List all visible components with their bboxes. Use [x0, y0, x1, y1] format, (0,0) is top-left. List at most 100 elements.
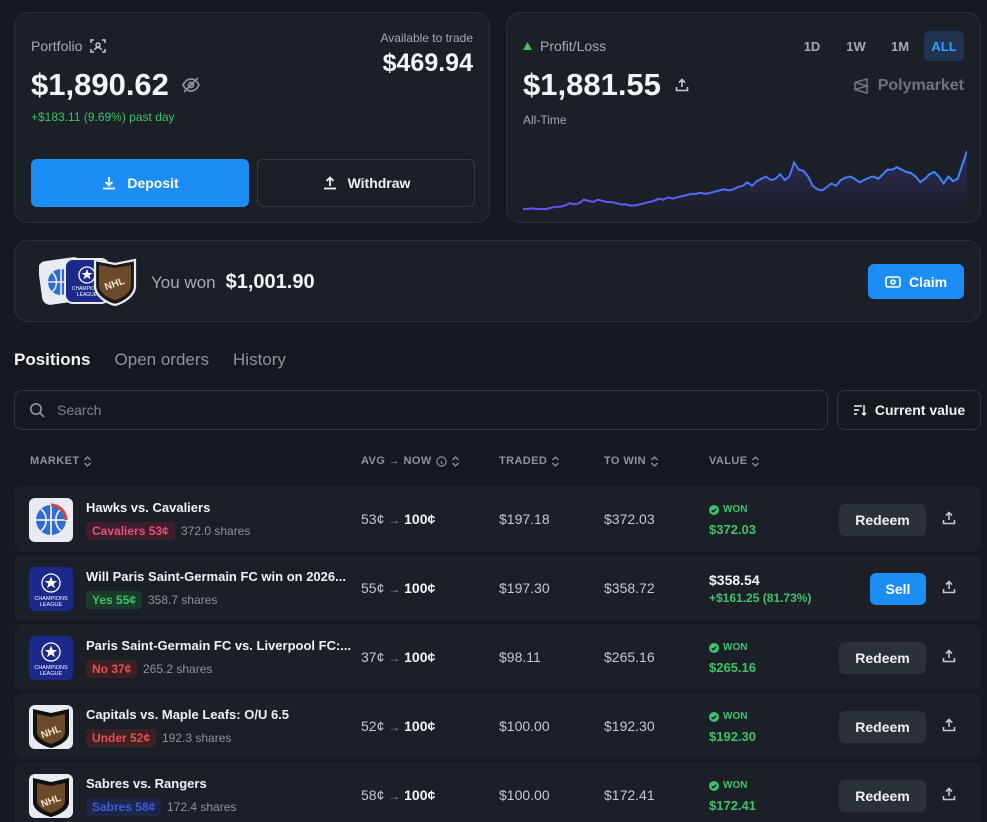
column-traded-label: TRADED [499, 455, 548, 467]
redeem-button[interactable]: Redeem [839, 780, 926, 812]
share-button[interactable] [942, 580, 958, 596]
range-all[interactable]: ALL [924, 31, 964, 61]
check-circle-icon [709, 504, 719, 515]
avg-price: 52¢ [361, 718, 385, 734]
table-row[interactable]: NHL Sabres vs. Rangers Sabres 58¢ 172.4 … [14, 762, 981, 822]
won-badge: WON [709, 780, 747, 791]
won-banner: CHAMPIONS LEAGUE NHL You won $1,001.90 C… [14, 240, 981, 322]
sell-button[interactable]: Sell [870, 573, 926, 605]
market-thumbnail[interactable]: CHAMPIONS LEAGUE [29, 636, 73, 680]
position-value: $372.03 [709, 522, 756, 537]
info-icon [435, 455, 447, 467]
download-icon [103, 177, 116, 190]
outcome-pill: Yes 55¢ [86, 591, 143, 609]
check-circle-icon [709, 780, 719, 791]
claim-button[interactable]: Claim [868, 264, 964, 299]
nhl-icon: NHL [93, 258, 137, 307]
claim-label: Claim [908, 273, 948, 290]
won-status: WON [723, 504, 748, 515]
deposit-button[interactable]: Deposit [31, 159, 249, 207]
market-thumbnail[interactable]: CHAMPIONS LEAGUE [29, 567, 73, 611]
arrow-right-icon: → [388, 513, 401, 527]
share-icon [942, 580, 956, 594]
share-button[interactable] [942, 649, 958, 665]
svg-text:LEAGUE: LEAGUE [40, 602, 63, 608]
avg-now: 52¢ → 100¢ [361, 718, 435, 734]
share-button[interactable] [942, 787, 958, 803]
range-1d[interactable]: 1D [803, 38, 821, 54]
share-icon [942, 718, 956, 732]
position-value: $192.30 [709, 729, 756, 744]
traded-amount: $197.30 [499, 580, 550, 596]
svg-text:LEAGUE: LEAGUE [77, 292, 98, 298]
share-icon[interactable] [675, 78, 689, 92]
time-range-selector: 1D 1W 1M ALL [792, 31, 964, 61]
avg-now: 37¢ → 100¢ [361, 649, 435, 665]
shares-count: 372.0 shares [181, 524, 251, 538]
svg-text:CHAMPIONS: CHAMPIONS [72, 286, 103, 292]
nhl-icon: NHL [29, 774, 73, 818]
position-value: $172.41 [709, 798, 756, 813]
range-1m[interactable]: 1M [890, 38, 910, 54]
shares-count: 192.3 shares [162, 731, 232, 745]
pnl-value: $1,881.55 [523, 67, 661, 102]
market-thumbnail[interactable] [29, 498, 73, 542]
column-avg-now[interactable]: AVG → NOW [361, 455, 460, 467]
arrow-right-icon: → [388, 720, 401, 734]
svg-text:CHAMPIONS: CHAMPIONS [34, 596, 68, 602]
market-thumbnail[interactable]: NHL [29, 705, 73, 749]
column-traded[interactable]: TRADED [499, 455, 560, 467]
shares-count: 172.4 shares [167, 800, 237, 814]
eye-off-icon[interactable] [181, 75, 201, 95]
now-price: 100¢ [404, 649, 436, 665]
redeem-button[interactable]: Redeem [839, 642, 926, 674]
table-row[interactable]: NHL Capitals vs. Maple Leafs: O/U 6.5 Un… [14, 693, 981, 759]
market-title[interactable]: Capitals vs. Maple Leafs: O/U 6.5 [86, 707, 290, 722]
position-value: $265.16 [709, 660, 756, 675]
sort-arrows-icon [650, 455, 658, 467]
share-button[interactable] [942, 511, 958, 527]
sort-arrows-icon [552, 455, 560, 467]
avg-price: 37¢ [361, 649, 385, 665]
market-thumbnail[interactable]: NHL [29, 774, 73, 818]
market-logos-stack: CHAMPIONS LEAGUE NHL [39, 257, 137, 307]
traded-amount: $98.11 [499, 649, 541, 665]
table-row[interactable]: CHAMPIONS LEAGUE Will Paris Saint-Germain… [14, 555, 981, 621]
table-row[interactable]: CHAMPIONS LEAGUE Paris Saint-Germain FC v… [14, 624, 981, 690]
search-input[interactable] [57, 402, 757, 418]
now-price: 100¢ [404, 511, 436, 527]
column-value[interactable]: VALUE [709, 455, 760, 467]
shares-count: 265.2 shares [143, 662, 213, 676]
scan-icon[interactable] [90, 38, 107, 54]
portfolio-value: $1,890.62 [31, 67, 169, 102]
share-button[interactable] [942, 718, 958, 734]
column-to-win[interactable]: TO WIN [604, 455, 659, 467]
redeem-button[interactable]: Redeem [839, 504, 926, 536]
won-badge: WON [709, 642, 747, 653]
column-market[interactable]: MARKET [30, 455, 92, 467]
nhl-icon: NHL [29, 705, 73, 749]
market-title[interactable]: Paris Saint-Germain FC vs. Liverpool FC:… [86, 638, 352, 653]
withdraw-button[interactable]: Withdraw [257, 159, 475, 207]
deposit-label: Deposit [127, 175, 179, 191]
table-row[interactable]: Hawks vs. Cavaliers Cavaliers 53¢ 372.0 … [14, 486, 981, 552]
polymarket-brand: Polymarket [852, 77, 964, 95]
sort-arrows-icon [752, 455, 760, 467]
arrow-right-icon: → [388, 582, 401, 596]
svg-text:CHAMPIONS: CHAMPIONS [34, 665, 68, 671]
portfolio-change: +$183.11 (9.69%) past day [31, 110, 175, 124]
won-badge: WON [709, 504, 747, 515]
market-title[interactable]: Hawks vs. Cavaliers [86, 500, 211, 515]
redeem-button[interactable]: Redeem [839, 711, 926, 743]
tab-history[interactable]: History [233, 350, 286, 369]
market-title[interactable]: Sabres vs. Rangers [86, 776, 207, 791]
position-value: $358.54 [709, 572, 760, 588]
tab-open-orders[interactable]: Open orders [114, 350, 210, 369]
positions-tabs: Positions Open orders History [14, 350, 286, 370]
arrow-right-icon: → [388, 651, 401, 665]
range-1w[interactable]: 1W [846, 38, 866, 54]
outcome-pill: Cavaliers 53¢ [86, 522, 175, 540]
market-title[interactable]: Will Paris Saint-Germain FC win on 2026.… [86, 569, 346, 584]
sort-button[interactable]: Current value [837, 390, 981, 430]
tab-positions[interactable]: Positions [14, 350, 91, 369]
